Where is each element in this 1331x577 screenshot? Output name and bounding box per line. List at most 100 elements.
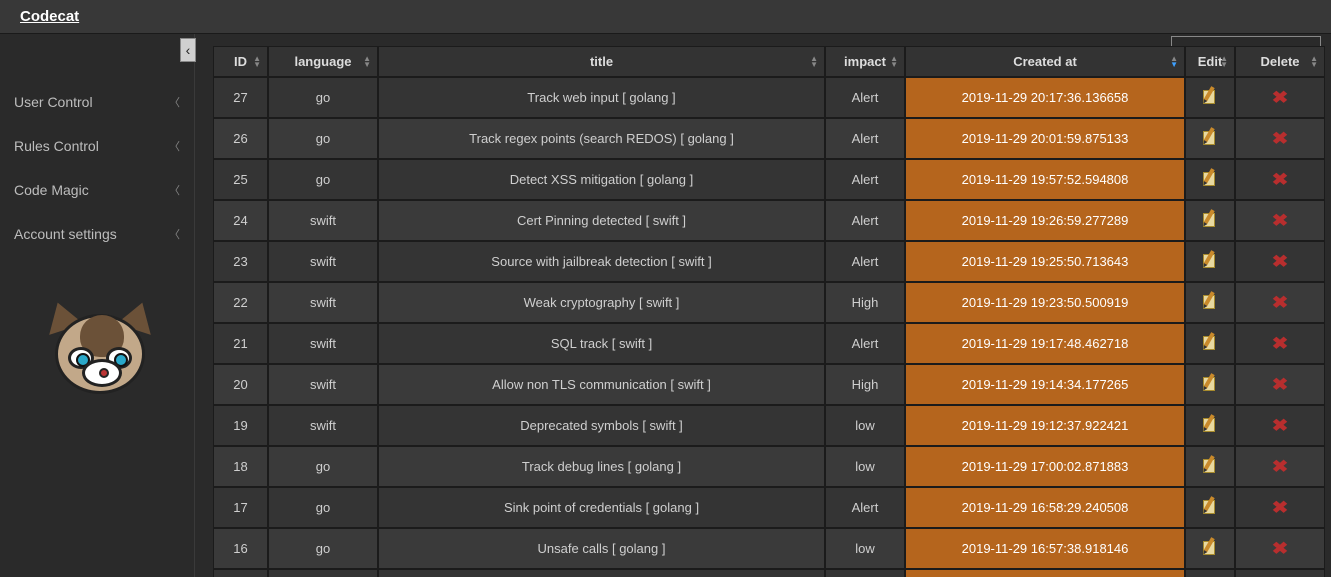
sidebar-item-code-magic[interactable]: Code Magic〈 (0, 168, 194, 212)
chevron-left-icon: 〈 (169, 226, 180, 242)
sidebar-item-label: Account settings (14, 226, 117, 242)
edit-icon[interactable] (1201, 169, 1219, 187)
cell-delete: ✖ (1235, 200, 1325, 241)
cell-created: 2019-11-29 19:26:59.277289 (905, 200, 1185, 241)
chevron-left-icon: 〈 (169, 94, 180, 110)
cell-delete: ✖ (1235, 323, 1325, 364)
delete-icon[interactable]: ✖ (1272, 497, 1289, 518)
column-header-delete[interactable]: Delete ▲▼ (1235, 46, 1325, 77)
column-label: Edit (1198, 54, 1223, 69)
column-label: title (590, 54, 613, 69)
delete-icon[interactable]: ✖ (1272, 210, 1289, 231)
cell-language: go (268, 569, 378, 577)
column-label: Created at (1013, 54, 1077, 69)
delete-icon[interactable]: ✖ (1272, 333, 1289, 354)
logo-mascot (25, 314, 175, 414)
table-row: 26goTrack regex points (search REDOS) [ … (213, 118, 1325, 159)
column-header-id[interactable]: ID ▲▼ (213, 46, 268, 77)
edit-icon[interactable] (1201, 87, 1219, 105)
cell-delete: ✖ (1235, 364, 1325, 405)
cell-created: 2019-11-29 20:17:36.136658 (905, 77, 1185, 118)
cell-impact: Alert (825, 569, 905, 577)
cell-language: go (268, 159, 378, 200)
cell-edit (1185, 118, 1235, 159)
cell-title: SQL track [ swift ] (378, 323, 825, 364)
cell-edit (1185, 364, 1235, 405)
edit-icon[interactable] (1201, 251, 1219, 269)
app-title[interactable]: Codecat (20, 8, 79, 25)
chevron-left-icon: 〈 (169, 182, 180, 198)
delete-icon[interactable]: ✖ (1272, 415, 1289, 436)
delete-icon[interactable]: ✖ (1272, 292, 1289, 313)
cell-language: swift (268, 200, 378, 241)
sidebar-item-user-control[interactable]: User Control〈 (0, 80, 194, 124)
sidebar: ‹ User Control〈Rules Control〈Code Magic〈… (0, 34, 195, 577)
cell-delete: ✖ (1235, 77, 1325, 118)
edit-icon[interactable] (1201, 210, 1219, 228)
cell-title: Detect external communication [ golang ] (378, 569, 825, 577)
chevron-left-icon: ‹ (186, 42, 191, 58)
table-row: 17goSink point of credentials [ golang ]… (213, 487, 1325, 528)
cell-language: go (268, 77, 378, 118)
sort-icon: ▲▼ (253, 56, 261, 68)
cell-language: go (268, 446, 378, 487)
edit-icon[interactable] (1201, 374, 1219, 392)
delete-icon[interactable]: ✖ (1272, 538, 1289, 559)
delete-icon[interactable]: ✖ (1272, 128, 1289, 149)
sidebar-item-account-settings[interactable]: Account settings 〈 (0, 212, 194, 256)
delete-icon[interactable]: ✖ (1272, 169, 1289, 190)
table-row: 18goTrack debug lines [ golang ]low2019-… (213, 446, 1325, 487)
cell-id: 22 (213, 282, 268, 323)
edit-icon[interactable] (1201, 497, 1219, 515)
edit-icon[interactable] (1201, 538, 1219, 556)
edit-icon[interactable] (1201, 415, 1219, 433)
column-header-impact[interactable]: impact ▲▼ (825, 46, 905, 77)
cell-delete: ✖ (1235, 528, 1325, 569)
cell-id: 24 (213, 200, 268, 241)
cell-delete: ✖ (1235, 282, 1325, 323)
cell-created: 2019-11-29 16:57:38.918146 (905, 528, 1185, 569)
edit-icon[interactable] (1201, 456, 1219, 474)
sort-icon: ▲▼ (363, 56, 371, 68)
cell-edit (1185, 159, 1235, 200)
edit-icon[interactable] (1201, 128, 1219, 146)
cell-title: Deprecated symbols [ swift ] (378, 405, 825, 446)
cell-language: swift (268, 364, 378, 405)
cell-id: 17 (213, 487, 268, 528)
cell-delete: ✖ (1235, 446, 1325, 487)
cell-title: Detect XSS mitigation [ golang ] (378, 159, 825, 200)
edit-icon[interactable] (1201, 292, 1219, 310)
cell-id: 25 (213, 159, 268, 200)
cell-edit (1185, 446, 1235, 487)
edit-icon[interactable] (1201, 333, 1219, 351)
cell-language: swift (268, 405, 378, 446)
cell-title: Track regex points (search REDOS) [ gola… (378, 118, 825, 159)
cell-id: 26 (213, 118, 268, 159)
cell-impact: Alert (825, 77, 905, 118)
sort-icon: ▲▼ (810, 56, 818, 68)
sort-icon: ▲▼ (1170, 56, 1178, 68)
cell-delete: ✖ (1235, 487, 1325, 528)
delete-icon[interactable]: ✖ (1272, 251, 1289, 272)
column-header-edit[interactable]: Edit ▲▼ (1185, 46, 1235, 77)
column-label: language (294, 54, 351, 69)
cell-impact: High (825, 282, 905, 323)
sidebar-nav: User Control〈Rules Control〈Code Magic〈Ac… (0, 80, 194, 256)
cell-edit (1185, 487, 1235, 528)
column-header-created[interactable]: Created at ▲▼ (905, 46, 1185, 77)
sidebar-item-rules-control[interactable]: Rules Control〈 (0, 124, 194, 168)
table-row: 24swiftCert Pinning detected [ swift ]Al… (213, 200, 1325, 241)
table-row: 19swiftDeprecated symbols [ swift ]low20… (213, 405, 1325, 446)
delete-icon[interactable]: ✖ (1272, 87, 1289, 108)
cell-title: Source with jailbreak detection [ swift … (378, 241, 825, 282)
delete-icon[interactable]: ✖ (1272, 456, 1289, 477)
cell-edit (1185, 323, 1235, 364)
column-label: Delete (1260, 54, 1299, 69)
sidebar-collapse-button[interactable]: ‹ (180, 38, 196, 62)
cell-edit (1185, 405, 1235, 446)
column-header-language[interactable]: language ▲▼ (268, 46, 378, 77)
cell-created: 2019-11-29 16:56:48.763402 (905, 569, 1185, 577)
cell-created: 2019-11-29 19:23:50.500919 (905, 282, 1185, 323)
column-header-title[interactable]: title ▲▼ (378, 46, 825, 77)
delete-icon[interactable]: ✖ (1272, 374, 1289, 395)
